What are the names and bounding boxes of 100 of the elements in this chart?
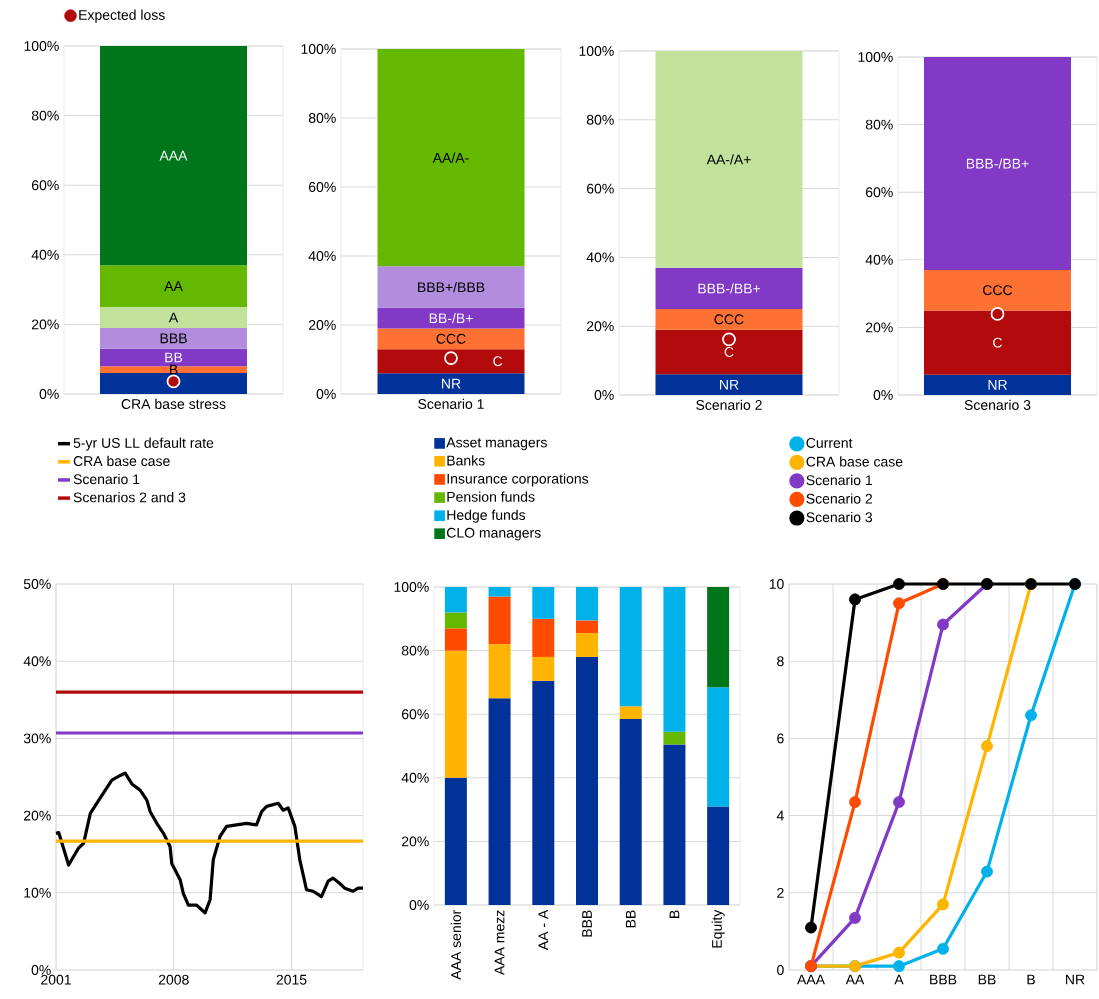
y-tick-label: 20% [31, 319, 59, 330]
legend-label: Hedge funds [447, 509, 526, 523]
legend-label: Scenarios 2 and 3 [73, 492, 186, 503]
y-tick-label: 80% [586, 114, 614, 125]
legend-label: Expected loss [79, 9, 165, 23]
series-label: C [724, 347, 734, 357]
y-tick-label: 80% [401, 645, 429, 656]
series-label: BB-/B+ [429, 312, 473, 324]
x-tick-label: Scenario 1 [418, 398, 484, 409]
series-label: CCC [714, 314, 744, 325]
y-tick-label: 10 [769, 579, 784, 589]
series-label: B [169, 364, 178, 375]
y-tick-label: 6 [777, 733, 784, 744]
y-tick-label: 20% [308, 320, 336, 330]
y-tick-label: 20% [23, 810, 51, 821]
y-tick-label: 80% [865, 119, 893, 130]
y-tick-label: 40% [31, 249, 59, 260]
x-tick-label: Scenario 3 [964, 399, 1031, 410]
legend-label: CRA base case [806, 456, 903, 467]
x-tick-label: BB [978, 974, 996, 985]
x-tick-label: B [669, 910, 680, 918]
legend-label: Current [806, 437, 853, 448]
y-tick-label: 40% [308, 251, 336, 261]
x-tick-label: 2008 [158, 974, 189, 985]
x-tick-label: 2001 [41, 974, 71, 985]
series-label: AA-/A+ [706, 154, 751, 165]
legend-label: Scenario 2 [806, 493, 872, 504]
series-label: CCC [983, 285, 1013, 296]
x-tick-label: A [894, 974, 904, 985]
legend-label: Scenario 1 [806, 474, 873, 486]
y-tick-label: 0% [39, 389, 59, 399]
y-tick-label: 100% [579, 46, 614, 56]
y-tick-label: 20% [401, 836, 429, 847]
series-label: AAA [159, 150, 188, 161]
x-tick-label: BB [625, 910, 636, 928]
y-tick-label: 0% [31, 965, 51, 975]
y-tick-label: 40% [865, 254, 893, 265]
y-tick-label: 4 [776, 810, 784, 821]
series-label: AA [164, 281, 183, 291]
x-tick-label: 2015 [276, 974, 307, 985]
series-label: BB [165, 352, 183, 363]
x-tick-label: NR [1066, 974, 1085, 985]
y-tick-label: 30% [23, 733, 51, 744]
series-label: BBB+/BBB [418, 281, 485, 293]
y-tick-label: 10% [24, 887, 51, 898]
legend-label: CLO managers [446, 527, 541, 541]
x-tick-label: BBB [582, 910, 592, 937]
x-tick-label: Equity [711, 909, 725, 948]
legend-label: Scenario 1 [73, 473, 140, 485]
series-label: BBB-/BB+ [698, 283, 761, 294]
y-tick-label: 8 [777, 656, 784, 667]
y-tick-label: 0% [409, 900, 429, 910]
y-tick-label: 40% [23, 656, 51, 667]
legend-label: Scenario 3 [806, 511, 873, 523]
y-tick-label: 80% [308, 113, 336, 123]
legend-label: Asset managers [446, 437, 547, 451]
x-tick-label: Scenario 2 [696, 399, 762, 410]
series-label: AA/A- [432, 152, 469, 163]
series-label: C [993, 337, 1003, 348]
y-tick-label: 60% [586, 183, 614, 194]
y-tick-label: 80% [31, 110, 59, 121]
series-label: CCC [436, 333, 466, 344]
series-label: NR [720, 379, 739, 390]
y-tick-label: 60% [401, 709, 429, 720]
y-tick-label: 40% [401, 772, 429, 783]
x-tick-label: AAA senior [450, 909, 462, 980]
series-label: NR [442, 378, 461, 389]
x-tick-label: B [1027, 974, 1035, 985]
y-tick-label: 40% [586, 252, 614, 263]
y-tick-label: 50% [23, 579, 51, 589]
y-tick-label: 60% [31, 180, 59, 191]
x-tick-label: AA - A [538, 909, 549, 951]
y-tick-label: 0 [777, 965, 784, 975]
legend-label: 5-yr US LL default rate [73, 437, 214, 451]
y-tick-label: 60% [308, 182, 336, 192]
series-label: NR [988, 380, 1007, 390]
y-tick-label: 2 [777, 887, 784, 898]
y-tick-label: 0% [316, 389, 336, 399]
series-label: BBB [160, 333, 187, 344]
y-tick-label: 100% [858, 52, 893, 62]
y-tick-label: 60% [865, 187, 893, 198]
x-tick-label: AAA mezz [494, 910, 505, 976]
legend-label: Pension funds [447, 491, 535, 502]
x-tick-label: AA [845, 974, 865, 985]
x-tick-label: BBB [930, 974, 957, 985]
y-tick-label: 100% [394, 582, 429, 592]
y-tick-label: 20% [586, 321, 614, 332]
x-tick-label: AAA [797, 974, 825, 985]
y-tick-label: 100% [24, 41, 59, 51]
y-tick-label: 20% [865, 322, 893, 333]
legend-label: Banks [447, 455, 485, 466]
series-label: BBB-/BB+ [966, 158, 1029, 169]
legend-label: CRA base case [73, 455, 170, 467]
series-label: A [168, 312, 179, 323]
y-tick-label: 0% [873, 390, 893, 400]
legend-label: Insurance corporations [447, 473, 589, 487]
x-tick-label: CRA base stress [121, 398, 226, 409]
y-tick-label: 0% [594, 390, 614, 400]
y-tick-label: 100% [301, 44, 336, 54]
series-label: C [493, 356, 503, 367]
